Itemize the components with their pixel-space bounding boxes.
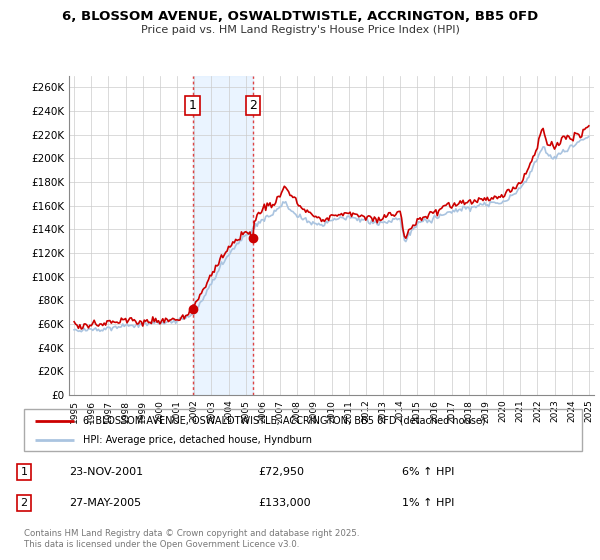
Bar (193, 76, 253, 395)
Text: 23-NOV-2001: 23-NOV-2001 (69, 467, 143, 477)
Text: HPI: Average price, detached house, Hyndburn: HPI: Average price, detached house, Hynd… (83, 435, 311, 445)
Text: 1: 1 (20, 467, 28, 477)
Text: Price paid vs. HM Land Registry's House Price Index (HPI): Price paid vs. HM Land Registry's House … (140, 25, 460, 35)
Text: 1% ↑ HPI: 1% ↑ HPI (402, 498, 454, 508)
Text: £133,000: £133,000 (258, 498, 311, 508)
Text: 2: 2 (20, 498, 28, 508)
Text: Contains HM Land Registry data © Crown copyright and database right 2025.
This d: Contains HM Land Registry data © Crown c… (24, 529, 359, 549)
Text: 6% ↑ HPI: 6% ↑ HPI (402, 467, 454, 477)
Text: £72,950: £72,950 (258, 467, 304, 477)
Text: 6, BLOSSOM AVENUE, OSWALDTWISTLE, ACCRINGTON, BB5 0FD: 6, BLOSSOM AVENUE, OSWALDTWISTLE, ACCRIN… (62, 10, 538, 23)
Text: 2: 2 (248, 99, 257, 111)
Text: 1: 1 (188, 99, 196, 111)
Text: 27-MAY-2005: 27-MAY-2005 (69, 498, 141, 508)
Text: 6, BLOSSOM AVENUE, OSWALDTWISTLE, ACCRINGTON, BB5 0FD (detached house): 6, BLOSSOM AVENUE, OSWALDTWISTLE, ACCRIN… (83, 416, 485, 426)
